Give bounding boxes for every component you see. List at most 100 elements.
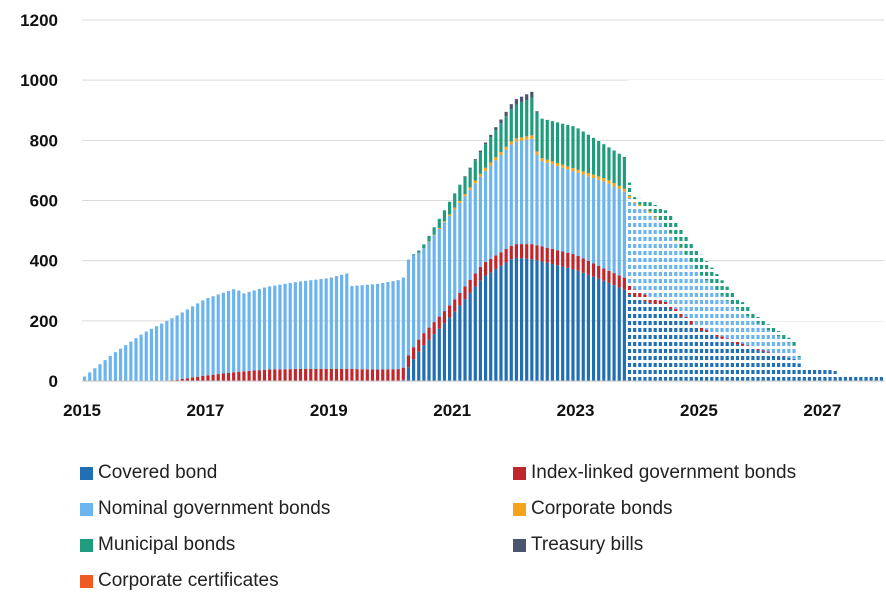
bar-nominal-government-bonds-projected (771, 333, 776, 354)
bar-covered-bond (499, 265, 503, 381)
bar-treasury-bills (509, 104, 513, 110)
bar-treasury-bills (473, 159, 477, 161)
bar-index-linked-government-bonds-projected (720, 336, 724, 339)
bar-index-linked-government-bonds (540, 246, 544, 262)
bar-covered-bond (612, 285, 616, 381)
bar-nominal-government-bonds (591, 178, 596, 264)
bar-nominal-government-bonds (576, 172, 580, 256)
x-tick-label: 2025 (680, 401, 718, 420)
bar-covered-bond-projected (669, 309, 673, 381)
bar-nominal-government-bonds (170, 318, 174, 381)
bar-treasury-bills (478, 150, 483, 152)
bar-index-linked-government-bonds (432, 322, 436, 335)
projection-stripe (627, 80, 884, 83)
bar-index-linked-government-bonds-projected (679, 312, 683, 317)
bar-nominal-government-bonds (355, 285, 359, 370)
legend-label: Municipal bonds (98, 534, 236, 555)
bar-nominal-government-bonds (113, 352, 118, 381)
bar-covered-bond (468, 292, 472, 381)
bar-municipal-bonds (463, 176, 467, 195)
bar-municipal-bonds-projected (792, 341, 796, 346)
bar-nominal-government-bonds-projected (777, 336, 781, 355)
bar-municipal-bonds-projected (715, 273, 719, 291)
bar-municipal-bonds-projected (720, 280, 724, 296)
projection-stripe (627, 290, 884, 293)
bar-nominal-government-bonds (370, 284, 375, 370)
bar-nominal-government-bonds (149, 328, 153, 381)
bar-covered-bond-projected (761, 351, 765, 381)
bar-covered-bond-projected (741, 345, 745, 381)
bar-nominal-government-bonds (504, 149, 508, 250)
bar-nominal-government-bonds (278, 284, 282, 370)
bar-covered-bond (586, 274, 590, 381)
bar-nominal-government-bonds (293, 282, 297, 370)
bar-corporate-bonds (504, 146, 508, 150)
projection-stripe (627, 213, 884, 216)
projection-stripe (627, 248, 884, 251)
bar-nominal-government-bonds (88, 372, 92, 381)
bar-municipal-bonds (437, 218, 441, 228)
bar-municipal-bonds (442, 210, 447, 222)
projection-stripe (627, 185, 884, 188)
bar-index-linked-government-bonds (340, 368, 344, 381)
bar-index-linked-government-bonds-projected (627, 284, 632, 295)
bar-corporate-bonds (489, 162, 493, 166)
projection-stripe (627, 241, 884, 244)
bar-index-linked-government-bonds-projected (705, 330, 709, 333)
bar-corporate-bonds-projected (669, 233, 673, 235)
bar-covered-bond (581, 272, 585, 381)
bar-index-linked-government-bonds (304, 368, 308, 381)
bar-municipal-bonds (535, 112, 539, 152)
legend-item-covered-bond: Covered bond (80, 462, 217, 484)
bar-corporate-bonds (602, 178, 606, 182)
bar-municipal-bonds (545, 119, 549, 160)
bar-municipal-bonds-projected (689, 241, 693, 262)
bar-nominal-government-bonds (262, 287, 267, 370)
bar-nominal-government-bonds (401, 277, 405, 368)
bar-covered-bond (535, 260, 539, 381)
bar-municipal-bonds-projected (627, 182, 632, 196)
legend-label: Index-linked government bonds (531, 462, 797, 483)
projection-stripe (627, 45, 884, 48)
bar-nominal-government-bonds (386, 282, 390, 370)
projection-stripe (627, 122, 884, 125)
bar-nominal-government-bonds (221, 292, 225, 374)
y-tick-label: 800 (30, 131, 58, 150)
bar-nominal-government-bonds (555, 166, 560, 251)
bar-covered-bond-projected (684, 320, 688, 381)
bar-index-linked-government-bonds (622, 277, 626, 290)
bar-corporate-bonds (473, 180, 477, 184)
bar-nominal-government-bonds (550, 164, 554, 250)
bar-municipal-bonds (540, 118, 544, 159)
bar-municipal-bonds (504, 116, 508, 147)
bar-index-linked-government-bonds (252, 370, 256, 381)
legend-item-municipal-bonds: Municipal bonds (80, 534, 235, 556)
bar-covered-bond (607, 282, 611, 381)
bar-corporate-bonds (561, 164, 565, 168)
projection-stripe (627, 297, 884, 300)
bar-municipal-bonds (581, 131, 585, 172)
projection-stripe (627, 108, 884, 111)
bar-index-linked-government-bonds (453, 299, 457, 312)
bar-covered-bond-projected (710, 334, 714, 381)
bar-index-linked-government-bonds (257, 370, 261, 381)
bar-nominal-government-bonds (540, 161, 544, 247)
bar-covered-bond-projected (720, 338, 724, 381)
bar-index-linked-government-bonds-projected (633, 289, 637, 298)
bar-municipal-bonds-projected (669, 214, 673, 234)
legend-label: Nominal government bonds (98, 498, 331, 519)
y-tick-label: 400 (30, 252, 58, 271)
bar-municipal-bonds (499, 123, 503, 152)
bar-covered-bond (504, 262, 508, 381)
bar-nominal-government-bonds (422, 248, 426, 334)
bar-corporate-bonds (535, 151, 539, 155)
bar-nominal-government-bonds (334, 276, 339, 369)
projection-stripe (627, 318, 884, 321)
projection-stripe (627, 101, 884, 104)
bar-index-linked-government-bonds (571, 254, 575, 270)
bar-nominal-government-bonds-projected (648, 213, 652, 297)
bar-covered-bond (447, 317, 452, 381)
bar-index-linked-government-bonds (237, 371, 241, 381)
bar-covered-bond-projected (792, 359, 796, 381)
x-tick-label: 2015 (63, 401, 101, 420)
